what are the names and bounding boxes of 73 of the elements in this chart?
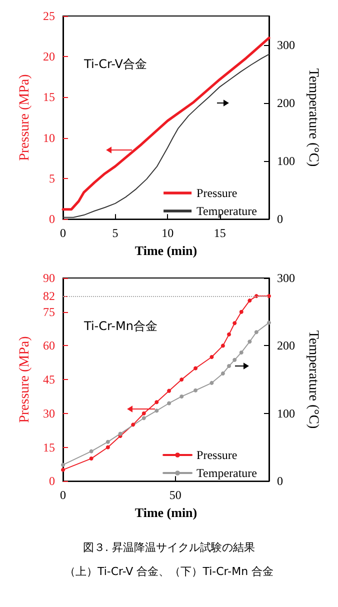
point <box>131 422 136 427</box>
y-tick-label: 0 <box>49 212 55 226</box>
y2-tick-label: 100 <box>277 406 295 420</box>
x-tick-label: 50 <box>169 488 182 502</box>
point <box>89 449 94 454</box>
point <box>167 388 172 393</box>
y-tick-label: 75 <box>43 304 55 319</box>
point <box>239 350 244 354</box>
legend-label: Temperature <box>196 466 258 480</box>
y-tick-label: 30 <box>43 406 55 420</box>
point <box>194 388 198 392</box>
point <box>248 298 252 303</box>
y2-tick-label: 200 <box>277 96 295 110</box>
x-axis-title: Time (min) <box>134 243 198 258</box>
text: （上）Ti-Cr-V 合金、（下）Ti-Cr-Mn 合金 <box>63 564 275 579</box>
point <box>106 445 110 450</box>
x-tick-label: 0 <box>60 226 66 240</box>
point <box>254 330 258 334</box>
y2-tick-label: 200 <box>277 338 295 353</box>
y-tick-label: 25 <box>43 9 55 23</box>
y-tick-label: 15 <box>43 90 55 104</box>
point <box>89 456 94 461</box>
y-tick-label: 45 <box>43 372 55 387</box>
y2-tick-label: 300 <box>277 38 295 52</box>
point <box>142 416 146 420</box>
y-tick-label: 20 <box>43 50 55 64</box>
x-tick-label: 10 <box>162 226 174 240</box>
point <box>61 468 65 472</box>
y-tick-label: 82 <box>43 289 55 304</box>
point <box>232 358 237 362</box>
y2-axis-title: Temperature (°C) <box>305 330 320 430</box>
y-tick-label: 90 <box>43 271 55 285</box>
legend-label: Temperature <box>196 204 258 218</box>
point <box>227 332 232 336</box>
point <box>142 411 146 416</box>
y2-tick-label: 0 <box>277 212 283 226</box>
y-tick-label: 5 <box>49 171 55 186</box>
point <box>154 408 159 413</box>
point <box>267 294 271 298</box>
point <box>210 380 214 385</box>
point <box>194 366 198 370</box>
x-tick-label: 5 <box>112 226 118 240</box>
point <box>248 340 252 344</box>
y-tick-label: 10 <box>43 130 55 145</box>
point <box>227 364 232 368</box>
y-tick-label: 15 <box>43 440 55 454</box>
point <box>106 440 110 444</box>
caption: 図３. 昇温降温サイクル試験の結果 <box>82 540 256 555</box>
point <box>232 321 237 326</box>
point <box>239 310 244 314</box>
y-axis-title: Pressure (MPa) <box>18 336 33 423</box>
point <box>220 344 225 348</box>
point <box>180 378 184 382</box>
y2-tick-label: 300 <box>277 271 295 285</box>
y-tick-label: 0 <box>49 474 55 488</box>
annotation: Ti-Cr-Mn合金 <box>83 319 158 333</box>
x-axis-title: Time (min) <box>134 505 198 520</box>
annotation: Ti-Cr-V合金 <box>83 57 148 71</box>
y2-tick-label: 100 <box>277 154 295 168</box>
y-tick-label: 60 <box>43 338 55 353</box>
legend-label: Pressure <box>196 448 238 462</box>
y-axis-title: Pressure (MPa) <box>18 74 33 161</box>
y2-tick-label: 0 <box>277 474 283 488</box>
x-tick-label: 15 <box>214 226 226 240</box>
point <box>154 400 159 404</box>
point <box>210 354 214 359</box>
point <box>61 462 65 467</box>
point <box>180 394 184 398</box>
legend-label: Pressure <box>196 186 238 200</box>
point <box>267 320 271 325</box>
point <box>220 371 225 376</box>
point <box>167 401 172 406</box>
y2-axis-title: Temperature (°C) <box>305 68 320 168</box>
